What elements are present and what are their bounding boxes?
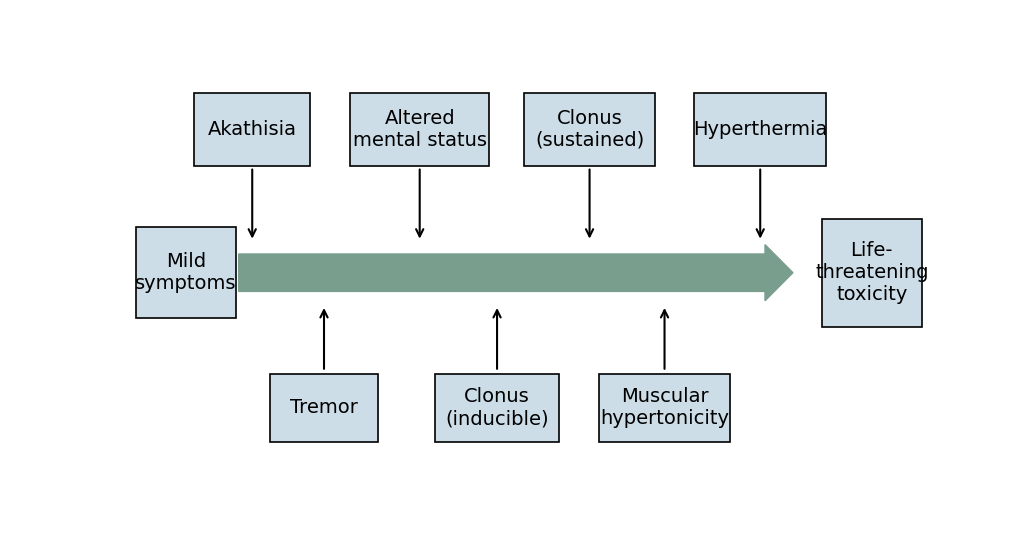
Text: Tremor: Tremor [290,399,358,417]
Text: Life-
threatening
toxicity: Life- threatening toxicity [815,241,928,304]
Text: Mild
symptoms: Mild symptoms [135,252,237,293]
FancyBboxPatch shape [194,93,310,166]
FancyBboxPatch shape [822,219,922,327]
Text: Altered
mental status: Altered mental status [353,109,487,150]
FancyBboxPatch shape [136,227,236,319]
FancyArrow shape [239,245,793,301]
Text: Clonus
(sustained): Clonus (sustained) [535,109,644,150]
Text: Akathisia: Akathisia [208,120,296,139]
Text: Clonus
(inducible): Clonus (inducible) [446,387,548,428]
FancyBboxPatch shape [271,374,378,442]
FancyBboxPatch shape [695,93,826,166]
FancyBboxPatch shape [350,93,490,166]
Text: Muscular
hypertonicity: Muscular hypertonicity [600,387,729,428]
FancyBboxPatch shape [524,93,655,166]
FancyBboxPatch shape [599,374,731,442]
FancyBboxPatch shape [435,374,559,442]
Text: Hyperthermia: Hyperthermia [694,120,827,139]
